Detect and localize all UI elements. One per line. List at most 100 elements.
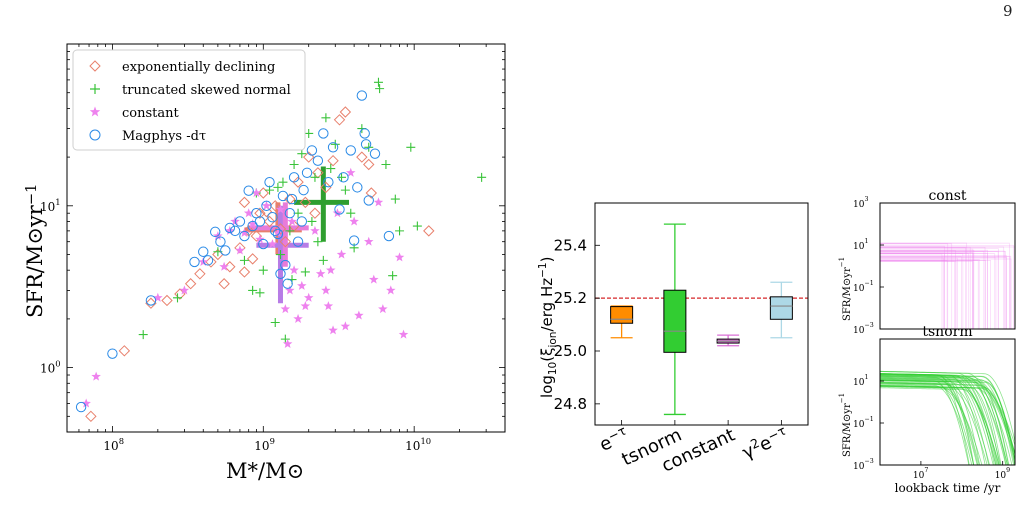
- data-point-diamond: [184, 278, 197, 290]
- data-point-plus: [390, 194, 400, 204]
- data-point-circle: [282, 278, 293, 289]
- data-point-circle: [286, 193, 298, 205]
- data-point-star: [297, 280, 307, 290]
- y-axis-label: SFR/M⊙yr−1: [23, 183, 47, 318]
- data-point-diamond: [257, 187, 269, 199]
- data-point-circle: [198, 246, 209, 257]
- scatter-panel: 108 109 1010 100 101 M*/M⊙ SFR/M⊙yr−1 exponenti…: [23, 43, 506, 483]
- sfh-line: [880, 249, 988, 329]
- data-point-star: [303, 292, 314, 302]
- data-point-circle: [348, 235, 360, 246]
- data-point-diamond: [269, 200, 281, 212]
- data-point-circle: [215, 236, 226, 247]
- data-point-diamond: [238, 266, 251, 278]
- data-point-diamond: [234, 242, 246, 254]
- sfh-line: [880, 256, 1011, 329]
- data-point-diamond: [238, 196, 251, 209]
- data-point-plus: [278, 177, 288, 187]
- legend-marker-plus: [90, 84, 100, 94]
- sfh-line: [880, 250, 1005, 329]
- sfh-line: [880, 245, 945, 329]
- data-point-plus: [270, 318, 280, 328]
- data-point-plus: [275, 250, 285, 260]
- data-point-circle: [292, 236, 304, 247]
- data-point-circle: [239, 230, 250, 242]
- y-tick-label: 10−1: [853, 280, 874, 294]
- y-axis-label: SFR/M⊙yr−1: [838, 257, 853, 321]
- sfh-line: [880, 250, 975, 329]
- data-point-plus: [373, 77, 383, 87]
- data-point-diamond: [363, 158, 375, 171]
- box-body: [663, 289, 687, 353]
- data-point-plus: [258, 265, 268, 275]
- data-point-star: [326, 265, 336, 275]
- data-point-diamond: [85, 410, 97, 423]
- y-tick-label: 10−1: [853, 416, 874, 430]
- x-tick-label: 1010: [405, 436, 431, 453]
- data-point-circle: [220, 245, 231, 256]
- data-point-plus: [321, 113, 331, 123]
- sfh-line: [880, 247, 966, 329]
- sfh-line: [880, 251, 1006, 329]
- data-point-plus: [412, 221, 422, 231]
- data-point-circle: [338, 172, 349, 183]
- y-tick-label: 25.0: [554, 342, 587, 360]
- data-point-star: [310, 225, 320, 235]
- data-point-diamond: [309, 207, 321, 219]
- data-point-circle: [369, 148, 381, 159]
- data-point-circle: [264, 176, 275, 188]
- data-point-plus: [330, 139, 340, 149]
- sfh-line: [880, 375, 1002, 465]
- sfh-line: [880, 257, 944, 329]
- x-axis-label: lookback time /yr: [895, 481, 1001, 495]
- data-point-circle: [202, 255, 214, 266]
- sfh-line: [880, 257, 997, 329]
- sfh-line: [880, 387, 995, 465]
- box-body: [769, 296, 793, 320]
- legend-label: constant: [122, 106, 179, 121]
- data-point-star: [349, 216, 359, 226]
- data-point-star: [267, 239, 278, 249]
- sfh-line: [880, 242, 968, 329]
- data-point-circle: [145, 295, 157, 306]
- sfh-line: [880, 246, 1005, 329]
- data-point-circle: [318, 128, 329, 139]
- data-point-plus: [289, 160, 299, 170]
- data-point-star: [153, 292, 163, 302]
- sfh-line: [880, 244, 1014, 329]
- sfh-line: [880, 377, 994, 465]
- sfh-line: [880, 242, 1010, 329]
- legend-marker-star: [89, 106, 101, 117]
- data-point-star: [219, 261, 229, 271]
- data-point-plus: [375, 84, 385, 94]
- data-point-diamond: [339, 106, 352, 118]
- sfh-line: [880, 385, 1013, 465]
- data-point-circle: [234, 216, 246, 227]
- data-point-plus: [406, 142, 416, 152]
- data-point-circle: [224, 222, 236, 234]
- data-point-star: [321, 285, 331, 295]
- sfh-line: [880, 260, 987, 329]
- sfh-line: [880, 378, 1010, 465]
- sfh-line: [880, 253, 996, 329]
- sfh-line: [880, 260, 955, 329]
- data-point-circle: [270, 225, 281, 237]
- sfh-line: [880, 243, 949, 329]
- x-tick-label: 109: [995, 467, 1010, 481]
- data-point-plus: [346, 208, 356, 218]
- data-point-diamond: [274, 223, 287, 235]
- sfh-line: [880, 383, 990, 465]
- data-point-star: [332, 208, 343, 218]
- sfh-line: [880, 386, 1000, 465]
- legend-label: truncated skewed normal: [122, 83, 291, 98]
- data-point-plus: [310, 172, 320, 182]
- data-point-plus: [388, 271, 398, 281]
- y-tick-label: 101: [40, 197, 61, 214]
- y-tick-label: 25.4: [554, 236, 587, 254]
- sfh-line: [880, 252, 988, 329]
- sfh-line: [880, 260, 957, 329]
- data-point-circle: [296, 216, 308, 227]
- data-point-circle: [356, 90, 368, 101]
- data-point-circle: [284, 208, 296, 219]
